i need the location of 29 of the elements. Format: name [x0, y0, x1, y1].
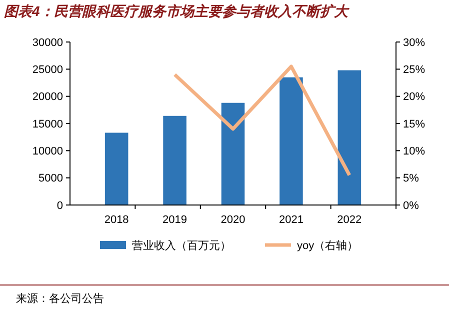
y-tick-label: 25000 [32, 64, 63, 76]
bar [280, 77, 303, 205]
x-tick-label: 2019 [162, 214, 188, 226]
line-series [173, 64, 352, 177]
bar [221, 102, 245, 205]
y-tick-label: 5000 [38, 172, 63, 185]
source-note: 来源：各公司公告 [16, 292, 104, 305]
x-tick-label: 2020 [220, 214, 246, 226]
x-tick-label: 2022 [337, 214, 362, 226]
y2-tick-label: 5% [403, 172, 420, 185]
bar [338, 70, 362, 205]
y2-tick-label: 10% [403, 146, 426, 158]
y2-tick-label: 0% [403, 200, 420, 212]
y-tick-label: 15000 [32, 118, 63, 130]
legend-label: yoy（右轴） [297, 238, 358, 252]
y-tick-label: 10000 [32, 146, 63, 158]
x-tick-label: 2018 [104, 214, 129, 226]
chart-title: 图表4：民营眼科医疗服务市场主要参与者收入不断扩大 [4, 3, 350, 19]
bar [163, 116, 186, 205]
y2-tick-label: 20% [403, 91, 426, 104]
y-tick-label: 20000 [32, 91, 63, 104]
y2-tick-label: 30% [403, 36, 426, 49]
y-tick-label: 30000 [32, 36, 63, 49]
y-tick-label: 0 [56, 200, 63, 212]
legend-label: 营业收入（百万元） [132, 238, 231, 252]
y2-tick-label: 25% [403, 64, 426, 76]
x-tick-label: 2021 [278, 214, 304, 226]
bar [104, 132, 128, 205]
y2-tick-label: 15% [403, 118, 426, 130]
